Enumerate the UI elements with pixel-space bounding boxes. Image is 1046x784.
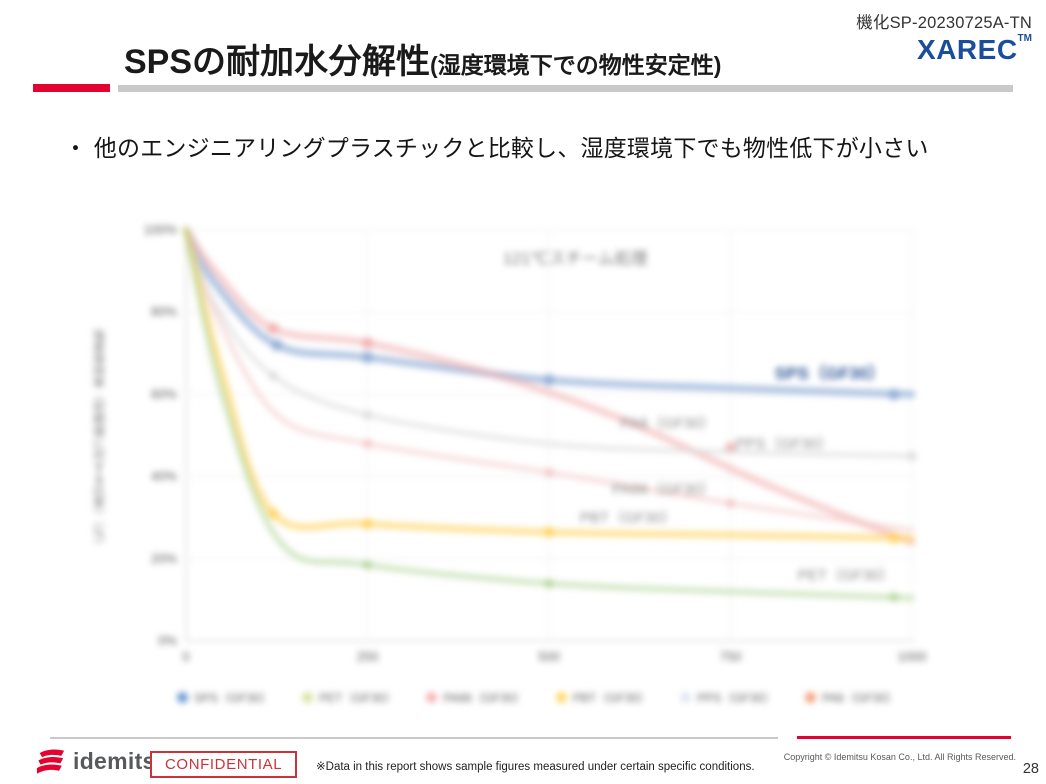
legend-label: PBT（GF30） [572, 691, 651, 705]
legend-marker-icon [680, 692, 692, 703]
chart-blur-wrapper: 強度保持率（初期値に対する比率）（％） 100% 80% 60% 40% 20% 0% 0 2… [85, 206, 1030, 721]
svg-text:PA66（GF30）: PA66（GF30） [612, 481, 715, 498]
legend-item: PA66（GF30） [426, 689, 526, 706]
legend-item: PBT（GF30） [555, 689, 651, 706]
footer-divider-gray [50, 737, 778, 739]
title-accent-bar [33, 84, 110, 92]
svg-text:1000: 1000 [898, 649, 927, 664]
legend-item: SPS（GF30） [176, 689, 272, 706]
legend-label: PPS（GF30） [697, 691, 776, 705]
key-message: ・ 他のエンジニアリングプラスチックと比較し、湿度環境下でも物性低下が小さい [64, 135, 929, 161]
legend-marker-icon [555, 692, 567, 703]
y-axis-title: 強度保持率（初期値に対する比率）（％） [91, 329, 106, 551]
svg-text:PPS（GF30）: PPS（GF30） [735, 436, 833, 453]
document-number: 機化SP-20230725A-TN [856, 14, 1032, 32]
svg-text:PET（GF30）: PET（GF30） [798, 567, 895, 584]
legend-marker-icon [176, 692, 188, 703]
xarec-wordmark: XAREC [917, 34, 1018, 65]
legend-label: PA6（GF30） [822, 691, 899, 705]
xarec-logo: XARECTM [917, 33, 1032, 66]
hydrolysis-line-chart: 100% 80% 60% 40% 20% 0% 0 250 500 750 1000 121℃スチーム… [144, 222, 927, 664]
legend-marker-icon [805, 692, 817, 703]
svg-text:750: 750 [720, 649, 742, 664]
footer-disclaimer: ※Data in this report shows sample figure… [316, 761, 755, 773]
svg-text:PA6（GF30）: PA6（GF30） [621, 415, 716, 432]
svg-text:121℃スチーム処理: 121℃スチーム処理 [503, 249, 648, 268]
legend-label: PA66（GF30） [443, 691, 526, 705]
svg-text:SPS（GF30）: SPS（GF30） [775, 363, 886, 383]
page-title-sub: (湿度環境下での物性安定性) [430, 52, 722, 78]
svg-text:60%: 60% [151, 386, 177, 401]
svg-text:100%: 100% [144, 222, 178, 237]
chart-legend: SPS（GF30） PET（GF30） PA66（GF30） PBT（GF30） PPS… [85, 689, 990, 706]
page-number: 28 [1022, 761, 1039, 777]
legend-item: PPS（GF30） [680, 689, 775, 706]
idemitsu-flame-icon [36, 749, 65, 774]
title-underline-bar [118, 85, 1013, 92]
chart-area: 強度保持率（初期値に対する比率）（％） 100% 80% 60% 40% 20% 0% 0 2… [85, 206, 1030, 721]
svg-text:0%: 0% [158, 633, 177, 648]
page-title: SPSの耐加水分解性(湿度環境下での物性安定性) [124, 34, 721, 83]
legend-marker-icon [426, 692, 438, 703]
svg-text:PBT（GF30）: PBT（GF30） [580, 510, 677, 527]
svg-text:20%: 20% [151, 551, 177, 566]
page-title-main: SPSの耐加水分解性 [124, 43, 431, 81]
svg-text:250: 250 [357, 649, 379, 664]
footer-copyright: Copyright © Idemitsu Kosan Co., Ltd. All… [783, 752, 1016, 762]
svg-text:500: 500 [538, 649, 560, 664]
svg-text:40%: 40% [151, 469, 177, 484]
legend-label: PET（GF30） [318, 691, 397, 705]
legend-item: PA6（GF30） [805, 689, 898, 706]
legend-item: PET（GF30） [301, 689, 397, 706]
legend-label: SPS（GF30） [193, 691, 272, 705]
trademark-mark: TM [1017, 33, 1032, 44]
confidential-badge: CONFIDENTIAL [150, 751, 298, 778]
svg-text:0: 0 [182, 649, 189, 664]
svg-text:80%: 80% [151, 304, 177, 319]
footer-divider-red [797, 736, 1011, 739]
legend-marker-icon [301, 692, 313, 703]
